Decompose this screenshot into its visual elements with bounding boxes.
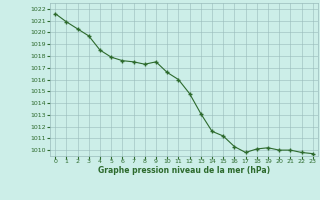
X-axis label: Graphe pression niveau de la mer (hPa): Graphe pression niveau de la mer (hPa) (98, 166, 270, 175)
